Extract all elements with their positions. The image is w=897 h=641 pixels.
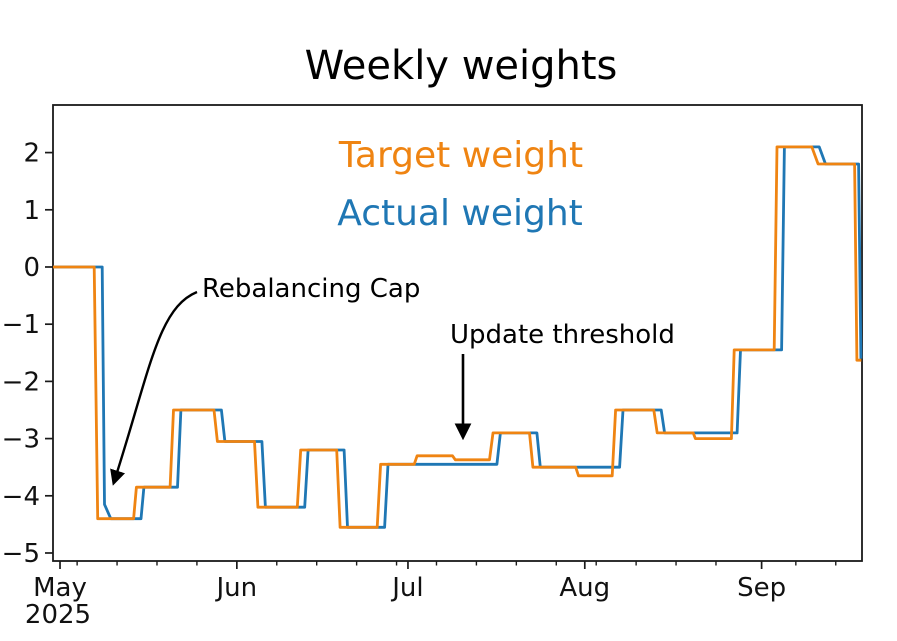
chart-title: Weekly weights [304, 43, 618, 89]
series-line-target-weight [53, 145, 862, 529]
rebalancing-cap-arrow [110, 290, 198, 486]
y-tick-label: 0 [23, 253, 40, 283]
y-tick-label: 2 [23, 139, 40, 169]
y-tick-label: −1 [2, 310, 40, 340]
y-tick-label: −4 [2, 482, 40, 512]
series-lines [53, 145, 863, 529]
series-line-actual-weight [53, 145, 863, 529]
x-axis-year-label: 2025 [25, 600, 91, 630]
y-tick-label: −5 [2, 539, 40, 569]
x-tick-label: Aug [559, 573, 610, 603]
x-tick-label: Jul [390, 573, 423, 603]
plot-frame [52, 104, 863, 562]
y-tick-label: −2 [2, 367, 40, 397]
y-axis-ticks: 2 1 0 −1 −2 −3 −4 −5 [2, 139, 53, 569]
legend-actual-weight: Actual weight [337, 193, 583, 234]
legend-target-weight: Target weight [338, 135, 584, 176]
y-tick-label: −3 [2, 425, 40, 455]
annotation-rebalancing-cap: Rebalancing Cap [202, 274, 421, 304]
x-tick-label: Jun [215, 573, 258, 603]
x-tick-label: May [33, 573, 87, 603]
x-tick-label: Sep [737, 573, 786, 603]
annotation-update-threshold: Update threshold [450, 320, 675, 350]
y-tick-label: 1 [23, 196, 40, 226]
